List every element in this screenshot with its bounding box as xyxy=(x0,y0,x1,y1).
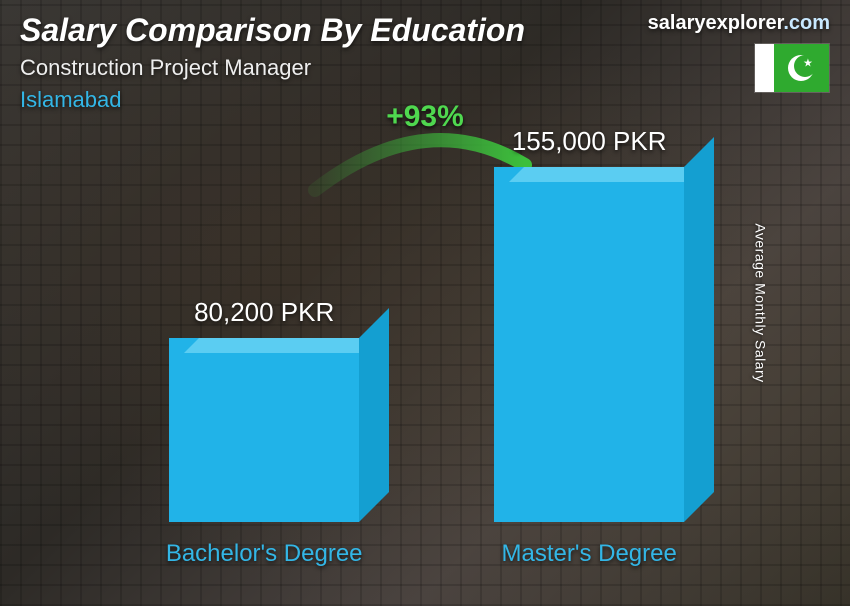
brand-logo-text: salaryexplorer.com xyxy=(648,12,830,35)
bar-front-face xyxy=(169,338,359,522)
flag-icon: ★ xyxy=(754,43,830,93)
bar-category-1: Master's Degree xyxy=(502,540,677,568)
flag-stripe-white xyxy=(755,44,774,92)
bar-chart: 80,200 PKR Bachelor's Degree 155,000 PKR… xyxy=(100,128,750,568)
job-subtitle: Construction Project Manager xyxy=(20,55,525,81)
bar-group-1: 155,000 PKR Master's Degree xyxy=(494,126,684,568)
flag-star-icon: ★ xyxy=(803,57,813,70)
bar-value-1: 155,000 PKR xyxy=(512,126,667,157)
bar-category-0: Bachelor's Degree xyxy=(166,540,363,568)
bar-front-face xyxy=(494,167,684,522)
header: Salary Comparison By Education Construct… xyxy=(20,12,830,113)
page-title: Salary Comparison By Education xyxy=(20,12,525,49)
brand-block: salaryexplorer.com ★ xyxy=(648,12,830,93)
bar-group-0: 80,200 PKR Bachelor's Degree xyxy=(166,297,363,568)
bar-1 xyxy=(494,167,684,522)
brand-name: salaryexplorer xyxy=(648,12,784,34)
bar-value-0: 80,200 PKR xyxy=(194,297,334,328)
bar-0 xyxy=(169,338,359,522)
bar-side-face xyxy=(359,308,389,522)
brand-suffix: .com xyxy=(783,12,830,34)
title-block: Salary Comparison By Education Construct… xyxy=(20,12,525,113)
bar-side-face xyxy=(684,137,714,522)
flag-field-green: ★ xyxy=(774,44,830,92)
y-axis-label: Average Monthly Salary xyxy=(752,223,768,382)
